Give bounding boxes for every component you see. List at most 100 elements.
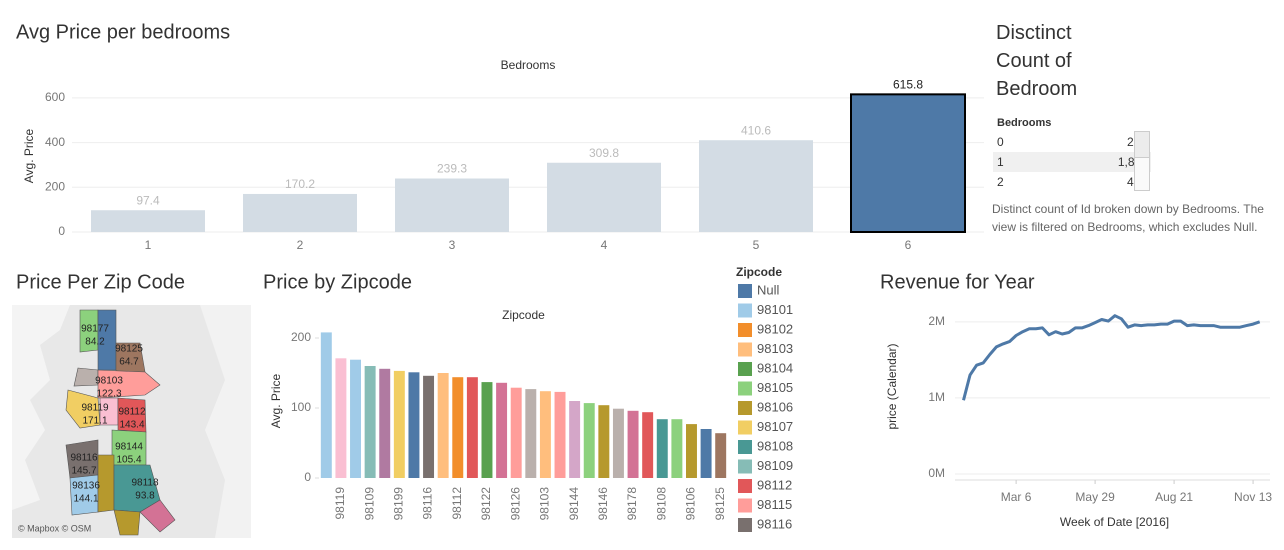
- x-tick-label: 3: [449, 238, 456, 252]
- bar: [554, 391, 566, 478]
- bar: [598, 405, 610, 478]
- map-label: 98116: [70, 453, 98, 464]
- y-tick-label: 100: [291, 400, 311, 414]
- map-label: 93.8: [135, 491, 155, 502]
- legend-title: Zipcode: [736, 265, 782, 279]
- scroll-thumb[interactable]: [1135, 132, 1149, 158]
- data-label: 239.3: [437, 162, 467, 176]
- legend-label: 98105: [757, 380, 793, 395]
- bar: [612, 408, 624, 478]
- bar: [510, 387, 522, 478]
- map-label: 98103: [95, 376, 123, 387]
- water: [12, 305, 70, 510]
- bar: [379, 368, 391, 478]
- x-axis-title: Zipcode: [502, 308, 545, 322]
- cell: 0: [997, 135, 1004, 149]
- map-label: 64.7: [119, 357, 139, 368]
- legend-label: 98102: [757, 321, 793, 336]
- legend-label: 98103: [757, 341, 793, 356]
- table-row: 1 1,811: [993, 152, 1151, 172]
- x-tick-label: 98116: [421, 487, 435, 520]
- data-label: 170.2: [285, 177, 315, 191]
- water: [200, 305, 251, 538]
- legend-label: 98112: [757, 477, 792, 492]
- table-row: 2483: [993, 172, 1151, 192]
- chart-title: Avg Price per bedrooms: [16, 21, 230, 43]
- map-label: 145.7: [71, 466, 96, 477]
- data-label: 615.8: [893, 78, 923, 92]
- bar: [481, 382, 493, 478]
- x-axis-title: Week of Date [2016]: [1060, 515, 1169, 529]
- data-label: 97.4: [136, 193, 160, 207]
- x-tick-label: 98126: [508, 487, 522, 521]
- scrollbar[interactable]: [1134, 131, 1150, 191]
- table-row: 0288: [993, 132, 1151, 152]
- bar: [423, 375, 435, 478]
- legend-swatch: [738, 284, 752, 298]
- zip-area: [97, 369, 161, 399]
- map-label: 98119: [81, 403, 109, 414]
- y-axis-title: Avg. Price: [269, 373, 283, 428]
- map-label: 143.4: [119, 420, 144, 431]
- x-tick-label: Aug 21: [1155, 490, 1193, 504]
- bar: [393, 370, 405, 478]
- bar: [715, 433, 727, 478]
- map-label: 171.1: [82, 416, 107, 427]
- table-header: Bedrooms: [993, 114, 1151, 132]
- legend-swatch: [738, 498, 752, 513]
- data-label: 309.8: [589, 146, 619, 160]
- x-tick-label: 2: [297, 238, 304, 252]
- bar: [408, 372, 420, 478]
- legend-label: 98109: [757, 458, 793, 473]
- legend-label: Null: [757, 282, 780, 297]
- bar: [496, 382, 508, 478]
- cell: 2: [997, 175, 1004, 189]
- legend-swatch: [738, 459, 752, 474]
- x-tick-label: 98178: [625, 487, 639, 521]
- x-tick-label: 98122: [479, 487, 493, 521]
- map-label: 98177: [81, 324, 109, 335]
- legend-label: 98116: [757, 516, 792, 531]
- legend-label: 98106: [757, 399, 793, 414]
- x-tick-label: 6: [905, 238, 912, 252]
- bar: [350, 359, 361, 478]
- bar: [466, 377, 478, 478]
- cell: 1: [993, 152, 1038, 172]
- y-tick-label: 1M: [928, 390, 945, 404]
- map-label: 98136: [72, 481, 100, 492]
- bar: [686, 424, 697, 478]
- bar: [642, 412, 654, 478]
- zip-area: [139, 499, 176, 533]
- y-axis-title: Avg. Price: [22, 128, 36, 183]
- x-tick-label: 98108: [654, 487, 668, 521]
- y-tick-label: 600: [45, 90, 65, 104]
- bar: [364, 366, 376, 478]
- chart-title: Price by Zipcode: [263, 271, 412, 293]
- x-tick-label: 98199: [392, 487, 406, 521]
- header-cell: Bedrooms: [997, 117, 1052, 129]
- bar: [243, 193, 357, 232]
- map-label: 98118: [131, 478, 159, 489]
- legend-swatch: [738, 303, 752, 318]
- bar: [452, 377, 464, 478]
- legend-swatch: [738, 362, 752, 376]
- chart-title: Revenue for Year: [880, 271, 1035, 293]
- caption: Distinct count of Id broken down by Bedr…: [992, 202, 1264, 234]
- y-tick-label: 0M: [928, 466, 945, 480]
- x-tick-label: 5: [753, 238, 760, 252]
- x-tick-label: 98125: [713, 487, 727, 521]
- legend-swatch: [738, 440, 752, 454]
- zip-area: [97, 454, 115, 513]
- x-axis-title: Bedrooms: [501, 58, 556, 72]
- map: [12, 305, 251, 538]
- legend-label: 98108: [757, 438, 793, 453]
- y-axis-title: price (Calendar): [885, 343, 899, 429]
- bar: [91, 210, 205, 232]
- count-table: Bedrooms 0288 11,811 2483: [993, 114, 1151, 192]
- y-tick-label: 2M: [928, 314, 945, 328]
- map-attribution: © Mapbox © OSM: [18, 523, 91, 533]
- bar: [850, 93, 966, 233]
- legend-label: 98104: [757, 360, 793, 375]
- x-tick-label: 98119: [333, 487, 347, 520]
